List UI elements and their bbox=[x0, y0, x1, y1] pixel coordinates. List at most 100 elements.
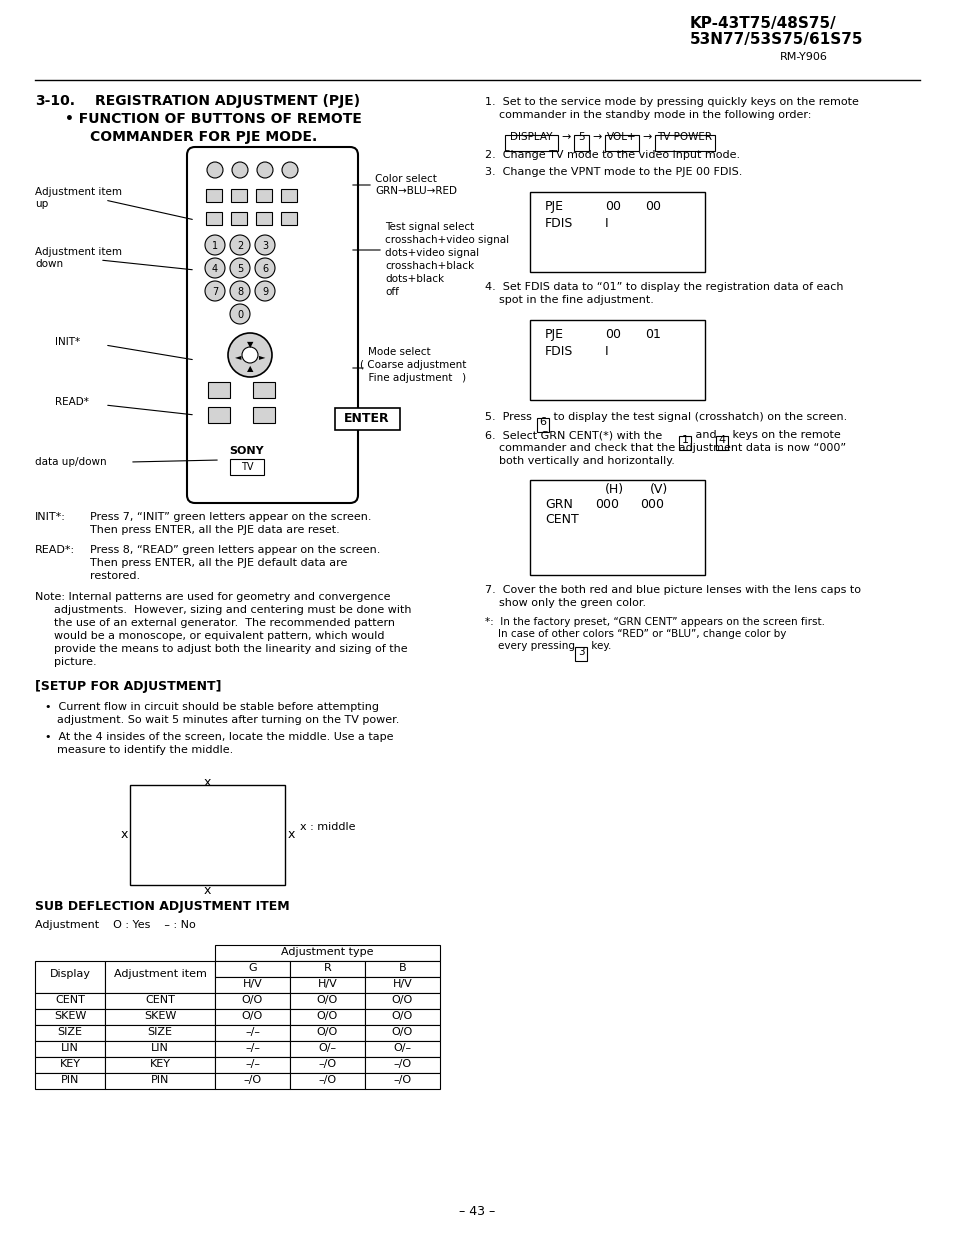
Bar bbox=[214, 993, 290, 1009]
Text: TV: TV bbox=[240, 462, 253, 472]
Text: data up/down: data up/down bbox=[35, 457, 107, 467]
Text: crosshach+black: crosshach+black bbox=[385, 261, 474, 270]
Text: and: and bbox=[691, 430, 720, 440]
Text: –/O: –/O bbox=[393, 1058, 411, 1070]
Text: (V): (V) bbox=[649, 483, 667, 496]
Circle shape bbox=[254, 282, 274, 301]
Text: 6.  Select GRN CENT(*) with the: 6. Select GRN CENT(*) with the bbox=[484, 430, 665, 440]
Text: 00: 00 bbox=[604, 329, 620, 341]
Circle shape bbox=[205, 282, 225, 301]
Text: x: x bbox=[204, 884, 211, 898]
Text: PJE: PJE bbox=[544, 329, 563, 341]
Text: Fine adjustment   ): Fine adjustment ) bbox=[361, 373, 466, 383]
Text: 5: 5 bbox=[578, 132, 584, 142]
Circle shape bbox=[230, 282, 250, 301]
Text: –/–: –/– bbox=[245, 1058, 260, 1070]
Bar bbox=[214, 1041, 290, 1057]
Bar bbox=[214, 1025, 290, 1041]
Circle shape bbox=[207, 162, 223, 178]
Text: GRN→BLU→RED: GRN→BLU→RED bbox=[375, 186, 456, 196]
Text: GRN: GRN bbox=[544, 498, 572, 511]
Text: TV POWER: TV POWER bbox=[657, 132, 712, 142]
Text: O/O: O/O bbox=[242, 995, 263, 1005]
Text: 2: 2 bbox=[236, 241, 243, 251]
Text: picture.: picture. bbox=[54, 657, 96, 667]
Text: O/–: O/– bbox=[318, 1044, 336, 1053]
Text: 000: 000 bbox=[595, 498, 618, 511]
Bar bbox=[255, 212, 272, 225]
Text: RM-Y906: RM-Y906 bbox=[780, 52, 827, 62]
Text: In case of other colors “RED” or “BLU”, change color by: In case of other colors “RED” or “BLU”, … bbox=[484, 629, 785, 638]
Bar bbox=[290, 1057, 365, 1073]
Text: ◄: ◄ bbox=[234, 352, 241, 361]
Bar bbox=[35, 1041, 105, 1057]
Bar bbox=[35, 1025, 105, 1041]
Text: Adjustment item: Adjustment item bbox=[35, 186, 122, 198]
Circle shape bbox=[256, 162, 273, 178]
Text: SIZE: SIZE bbox=[57, 1028, 82, 1037]
Text: 000: 000 bbox=[639, 498, 663, 511]
Text: R: R bbox=[323, 963, 331, 973]
Bar bbox=[253, 408, 274, 424]
Text: 3: 3 bbox=[578, 647, 583, 657]
Text: (H): (H) bbox=[604, 483, 623, 496]
Text: –/O: –/O bbox=[318, 1074, 336, 1086]
Bar bbox=[214, 1009, 290, 1025]
Text: 0: 0 bbox=[236, 310, 243, 320]
Text: 6: 6 bbox=[262, 264, 268, 274]
Text: Then press ENTER, all the PJE default data are: Then press ENTER, all the PJE default da… bbox=[90, 558, 347, 568]
Bar bbox=[290, 1009, 365, 1025]
Circle shape bbox=[242, 347, 257, 363]
Text: O/O: O/O bbox=[316, 1028, 337, 1037]
Text: O/–: O/– bbox=[393, 1044, 411, 1053]
Text: x: x bbox=[120, 829, 128, 841]
Text: would be a monoscope, or equivalent pattern, which would: would be a monoscope, or equivalent patt… bbox=[54, 631, 384, 641]
Text: crosshach+video signal: crosshach+video signal bbox=[385, 235, 509, 245]
Bar bbox=[214, 1057, 290, 1073]
Text: Note: Internal patterns are used for geometry and convergence: Note: Internal patterns are used for geo… bbox=[35, 592, 390, 601]
Circle shape bbox=[228, 333, 272, 377]
Bar bbox=[290, 1025, 365, 1041]
Bar bbox=[281, 189, 296, 203]
Text: 1: 1 bbox=[212, 241, 218, 251]
Bar bbox=[365, 1057, 439, 1073]
Bar bbox=[290, 993, 365, 1009]
Bar bbox=[335, 408, 399, 430]
Bar bbox=[214, 977, 290, 993]
Text: ▲: ▲ bbox=[247, 364, 253, 373]
Text: adjustments.  However, sizing and centering must be done with: adjustments. However, sizing and centeri… bbox=[54, 605, 411, 615]
Bar bbox=[365, 977, 439, 993]
Text: 4: 4 bbox=[212, 264, 218, 274]
Bar bbox=[35, 1057, 105, 1073]
Bar bbox=[290, 1073, 365, 1089]
Text: Mode select: Mode select bbox=[368, 347, 430, 357]
Text: 9: 9 bbox=[262, 287, 268, 296]
Text: 3.  Change the VPNT mode to the PJE 00 FDIS.: 3. Change the VPNT mode to the PJE 00 FD… bbox=[484, 167, 741, 177]
Bar bbox=[365, 993, 439, 1009]
Text: O/O: O/O bbox=[392, 995, 413, 1005]
Text: –/–: –/– bbox=[245, 1044, 260, 1053]
Bar bbox=[206, 189, 222, 203]
Text: I: I bbox=[604, 345, 608, 358]
Text: FDIS: FDIS bbox=[544, 345, 573, 358]
Text: 1.  Set to the service mode by pressing quickly keys on the remote: 1. Set to the service mode by pressing q… bbox=[484, 98, 858, 107]
Text: down: down bbox=[35, 259, 63, 269]
Bar bbox=[604, 135, 639, 151]
Bar bbox=[574, 135, 588, 151]
Text: SKEW: SKEW bbox=[144, 1011, 176, 1021]
Bar bbox=[365, 1009, 439, 1025]
Text: dots+black: dots+black bbox=[385, 274, 444, 284]
Circle shape bbox=[205, 258, 225, 278]
Text: Adjustment    O : Yes    – : No: Adjustment O : Yes – : No bbox=[35, 920, 195, 930]
Bar bbox=[504, 135, 558, 151]
Bar bbox=[35, 1009, 105, 1025]
Text: CENT: CENT bbox=[145, 995, 174, 1005]
Text: O/O: O/O bbox=[392, 1011, 413, 1021]
Bar bbox=[105, 1057, 214, 1073]
Bar bbox=[105, 1073, 214, 1089]
Text: Display: Display bbox=[50, 969, 91, 979]
Text: 3: 3 bbox=[262, 241, 268, 251]
Circle shape bbox=[205, 235, 225, 254]
Text: 00: 00 bbox=[604, 200, 620, 212]
Text: B: B bbox=[398, 963, 406, 973]
